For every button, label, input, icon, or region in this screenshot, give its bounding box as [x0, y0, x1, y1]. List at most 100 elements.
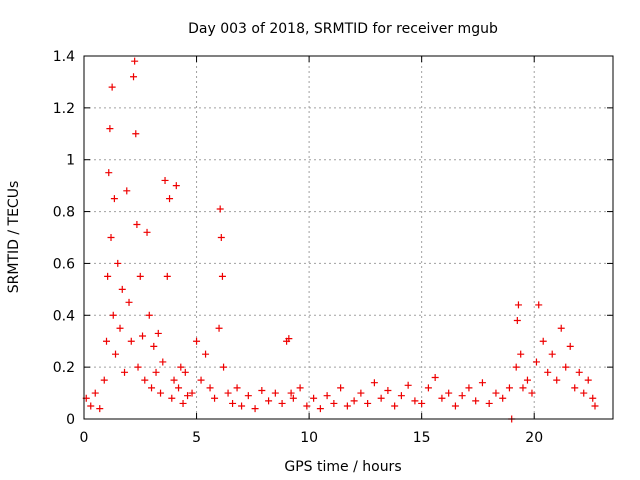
y-tick-label: 1	[66, 153, 75, 169]
data-point	[289, 394, 297, 402]
data-point	[544, 368, 552, 376]
data-point	[445, 389, 453, 397]
data-point	[505, 384, 513, 392]
data-point	[337, 384, 345, 392]
data-point	[166, 195, 174, 203]
grid-lines	[84, 56, 613, 419]
data-point	[404, 381, 412, 389]
data-point	[523, 376, 531, 384]
data-point	[87, 402, 95, 410]
data-point	[220, 363, 228, 371]
data-point	[109, 311, 117, 319]
data-point	[145, 311, 153, 319]
data-point	[589, 394, 597, 402]
data-point	[238, 402, 246, 410]
data-point	[472, 397, 480, 405]
data-point	[121, 368, 129, 376]
data-point	[106, 125, 114, 133]
data-point	[271, 389, 279, 397]
data-point	[350, 397, 358, 405]
data-point	[418, 399, 426, 407]
data-point	[133, 221, 141, 229]
data-point	[184, 392, 192, 400]
data-point	[139, 332, 147, 340]
data-point	[218, 272, 226, 280]
data-point	[91, 389, 99, 397]
x-tick-label: 15	[413, 430, 431, 446]
data-point	[175, 384, 183, 392]
data-point	[465, 384, 473, 392]
data-point	[539, 337, 547, 345]
data-point	[177, 363, 185, 371]
data-point	[216, 205, 224, 213]
data-point	[154, 329, 162, 337]
data-point	[148, 384, 156, 392]
x-tick-label: 10	[300, 430, 318, 446]
data-point	[233, 384, 241, 392]
data-point	[157, 389, 165, 397]
data-point	[161, 176, 169, 184]
data-point	[197, 376, 205, 384]
data-point	[168, 394, 176, 402]
y-tick-label: 0.2	[53, 360, 75, 376]
data-point	[557, 324, 565, 332]
data-point	[377, 394, 385, 402]
x-axis-label: GPS time / hours	[284, 459, 401, 475]
data-point	[528, 389, 536, 397]
data-point	[384, 386, 392, 394]
data-point	[181, 368, 189, 376]
data-point	[105, 169, 113, 177]
data-point	[548, 350, 556, 358]
data-point	[535, 301, 543, 309]
data-point	[512, 363, 520, 371]
data-point	[330, 399, 338, 407]
data-point	[499, 394, 507, 402]
data-point	[107, 234, 115, 241]
data-point	[100, 376, 108, 384]
x-tick-label: 0	[80, 430, 89, 446]
data-point	[211, 394, 219, 402]
data-point	[104, 272, 112, 280]
data-point	[170, 376, 178, 384]
data-point	[438, 394, 446, 402]
data-point	[152, 368, 160, 376]
data-point	[517, 350, 525, 358]
data-point	[370, 379, 378, 387]
data-point	[575, 368, 583, 376]
data-point	[103, 337, 111, 345]
data-point	[159, 358, 167, 366]
data-point	[316, 405, 324, 413]
data-point	[215, 324, 223, 332]
data-point	[513, 316, 521, 324]
data-point	[116, 324, 124, 332]
data-point	[108, 83, 116, 91]
data-point	[251, 405, 259, 413]
data-point	[287, 389, 295, 397]
y-tick-label: 1.2	[53, 101, 75, 117]
x-tick-labels: 0 5 10 15 20	[80, 430, 544, 446]
data-point	[258, 386, 266, 394]
data-point	[217, 234, 225, 241]
data-point	[206, 384, 214, 392]
data-point	[431, 374, 439, 382]
y-tick-label: 0.8	[53, 205, 75, 221]
data-point	[591, 402, 599, 410]
data-point	[584, 376, 592, 384]
data-point	[519, 384, 527, 392]
data-point	[357, 389, 365, 397]
data-point	[114, 259, 122, 267]
data-point	[136, 272, 144, 280]
y-tick-label: 0	[66, 412, 75, 428]
y-tick-labels: 0 0.2 0.4 0.6 0.8 1 1.2 1.4	[53, 49, 75, 428]
data-point	[179, 399, 187, 407]
data-point	[141, 376, 149, 384]
data-point	[566, 342, 574, 350]
data-point	[485, 399, 493, 407]
data-point	[478, 379, 486, 387]
data-point	[163, 272, 171, 280]
data-point	[514, 301, 522, 309]
data-point	[580, 389, 588, 397]
y-tick-label: 1.4	[53, 49, 75, 65]
data-point	[343, 402, 351, 410]
